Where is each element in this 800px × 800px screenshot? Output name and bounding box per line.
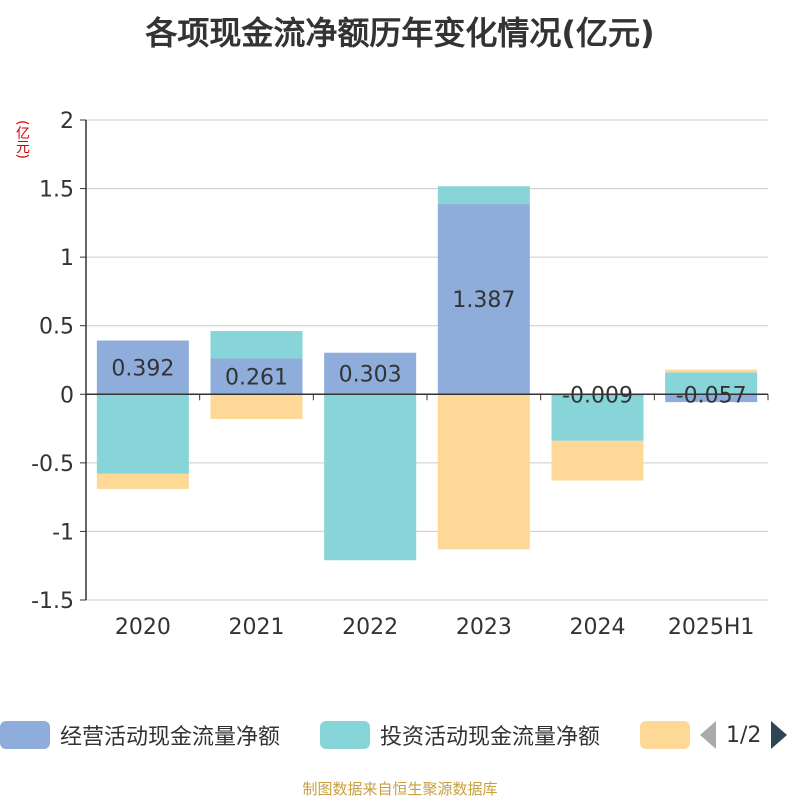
legend-prev-page-icon[interactable] <box>700 721 716 749</box>
data-label-2024: -0.009 <box>562 383 633 408</box>
y-tick-label: 2 <box>60 109 74 134</box>
legend-swatch-operating <box>0 721 50 749</box>
bar-2023-series-1 <box>437 186 530 205</box>
y-tick-label: -0.5 <box>31 452 74 477</box>
bar-2022-series-0 <box>324 352 417 395</box>
data-label-2021: 0.261 <box>225 365 288 390</box>
x-tick-label-2022: 2022 <box>342 615 398 640</box>
bar-2021-series-2 <box>210 394 303 419</box>
y-tick-label: 0 <box>60 383 74 408</box>
bar-2023-series-2 <box>437 394 530 550</box>
data-label-2020: 0.392 <box>111 356 174 381</box>
bar-2025H1-series-2 <box>665 369 758 373</box>
y-tick-label: 1 <box>60 246 74 271</box>
legend-label-investing: 投资活动现金流量净额 <box>380 725 601 750</box>
legend-label-operating: 经营活动现金流量净额 <box>60 725 281 750</box>
data-label-2022: 0.303 <box>339 363 402 388</box>
bar-2020-series-0 <box>96 340 189 395</box>
axes: 2 1.5 1 0.5 0 -0.5 -1 -1.5 2020 2021 2022 2023 2024 2… <box>31 109 769 640</box>
bar-2021-series-0 <box>210 358 303 395</box>
data-label-2023: 1.387 <box>452 288 515 313</box>
bar-layer <box>96 186 758 561</box>
legend-page-indicator: 1/2 <box>726 722 762 748</box>
data-label-2025H1: -0.057 <box>676 383 747 408</box>
bar-2023-series-0 <box>437 204 530 395</box>
source-footer: 制图数据来自恒生聚源数据库 <box>302 780 498 798</box>
y-tick-label: -1 <box>52 520 74 545</box>
legend-next-page-icon[interactable] <box>771 721 788 749</box>
data-labels: 0.392 0.261 0.303 1.387 -0.009 -0.057 <box>111 288 746 408</box>
legend-pager: 1/2 <box>700 715 788 755</box>
x-tick-label-2021: 2021 <box>229 615 285 640</box>
legend: 经营活动现金流量净额 投资活动现金流量净额 1/2 <box>0 715 800 755</box>
x-tick-label-2024: 2024 <box>570 615 626 640</box>
bar-2021-series-1 <box>210 331 303 359</box>
legend-swatch-investing <box>320 721 370 749</box>
y-tick-label: -1.5 <box>31 589 74 614</box>
bar-2020-series-2 <box>96 473 189 489</box>
chart-title: 各项现金流净额历年变化情况(亿元) <box>145 14 655 52</box>
y-tick-label: 1.5 <box>39 178 74 203</box>
bar-2022-series-1 <box>324 394 417 561</box>
legend-item-operating[interactable]: 经营活动现金流量净额 <box>0 715 280 755</box>
legend-item-investing[interactable]: 投资活动现金流量净额 <box>320 715 600 755</box>
legend-swatch-third <box>640 721 690 749</box>
bar-2020-series-1 <box>96 394 189 474</box>
bar-2025H1-series-1 <box>665 372 758 395</box>
y-tick-label: 0.5 <box>39 315 74 340</box>
bar-2024-series-2 <box>551 440 644 481</box>
x-tick-label-2023: 2023 <box>456 615 512 640</box>
bar-2024-series-1 <box>551 395 644 441</box>
bar-2025H1-series-0 <box>665 394 758 403</box>
legend-item-third[interactable] <box>640 715 690 755</box>
x-tick-label-2025H1: 2025H1 <box>668 615 755 640</box>
y-axis-unit-label: (亿元) <box>14 120 30 159</box>
stacked-bar-chart: 2 1.5 1 0.5 0 -0.5 -1 -1.5 2020 2021 2022 2023 2024 2… <box>31 109 769 640</box>
x-tick-label-2020: 2020 <box>115 615 171 640</box>
